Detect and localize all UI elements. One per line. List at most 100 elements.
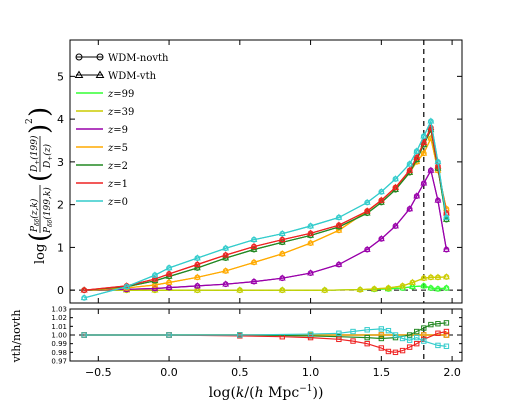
data-point-vth [307,229,315,236]
data-point-vth [356,285,364,293]
y-tick-label: 2 [57,199,64,212]
data-point-vth [165,264,173,271]
data-point-vth [434,162,442,169]
legend-entry-z-1: z=1 [76,179,128,190]
data-point-vth [363,207,371,214]
ratio-data-point [443,328,450,335]
data-point-vth [377,187,385,195]
ratio-data-point [435,330,441,336]
ratio-data-point [336,330,342,336]
ratio-y-tick-label: 1.00 [51,332,67,340]
data-point-vth [151,271,159,278]
data-point-vth [384,284,392,291]
data-point-vth [420,149,428,156]
data-point-vth [151,286,159,293]
data-point-vth [307,222,315,229]
data-point-vth [363,245,371,252]
legend-label-vth: WDM-vth [108,71,157,82]
series-z-5 [80,134,450,294]
ratio-data-point [399,347,406,354]
x-tick-label: 0.0 [160,366,178,379]
ratio-data-point [378,326,385,332]
legend-entry-z-99: z=99 [76,89,134,100]
legend-entry-novth: WDM-novth [75,53,169,64]
series-z-39 [80,273,450,294]
series-line-vth [84,119,447,299]
data-point-vth [427,117,435,124]
ratio-data-point [392,349,399,356]
ratio-y-axis-label: vth/novth [10,310,23,364]
triangle-marker-icon [74,70,84,78]
ratio-data-point [385,348,392,355]
data-point-vth [434,196,442,203]
ratio-data-point [443,343,450,349]
ratio-data-point [443,320,450,326]
ratio-data-point [350,338,356,344]
data-point-vth [278,250,286,257]
data-point-vth [278,286,286,293]
main-y-axis-label: log ( Pδδ(z,k) Pδδ(199,k) ( D+(199) D+(z… [25,107,55,264]
data-point-vth [222,267,230,274]
data-point-vth [165,278,173,285]
data-point-vth [278,235,286,243]
data-point-vth [409,282,416,290]
data-point-vth [193,273,201,280]
data-point-vth [434,158,442,165]
series-line-novth [84,136,447,291]
y-tick-label: 4 [57,113,64,126]
ratio-data-point [166,332,172,338]
legend-label: z=99 [107,89,134,100]
ylabel-growth-numerator: D+(199) [29,135,41,173]
ratio-data-point [435,321,441,327]
data-point-vth [392,222,399,229]
data-point-vth [406,160,414,167]
main-series-group [70,40,462,303]
legend-series-entries: z=99 z=39 z=9 z=5 z=2 z=1 z=0 [76,89,134,208]
data-point-vth [427,273,435,280]
y-tick-label: 1 [57,241,64,254]
data-point-vth [420,179,428,186]
ratio-data-point [364,340,370,347]
data-point-vth [123,282,131,290]
data-point-vth [420,282,428,289]
y-tick-label: 0 [57,284,64,297]
ylabel-numerator: Pδδ(z,k) [29,198,41,233]
y-tick-label: 3 [57,156,64,169]
ratio-data-point [414,328,420,335]
data-point-vth [377,196,385,203]
data-point-vth [80,286,88,293]
ratio-y-tick-label: 1.01 [51,323,67,331]
legend-entry-z-0: z=0 [76,197,128,208]
legend-label: z=39 [107,107,134,118]
svg-text:(: ( [25,172,55,182]
ratio-y-tick-label: 0.99 [51,340,67,348]
ratio-data-point [364,327,370,333]
series-z-1 [80,123,450,294]
legend-label: z=0 [107,197,128,208]
data-point-vth [151,276,159,284]
data-point-vth [335,223,343,230]
ratio-data-point [421,338,427,344]
legend-entry-z-5: z=5 [76,143,128,154]
data-point-vth [151,275,159,282]
legend-label: z=5 [107,143,128,154]
ratio-y-tick-label: 0.97 [51,358,67,366]
series-line-novth [84,168,447,291]
data-point-vth [370,285,378,292]
series-line-vth [84,136,447,291]
data-point-vth [307,269,315,276]
data-point-vth [193,254,201,261]
series-line-vth [84,276,447,291]
data-point-vth [434,273,442,280]
data-point-vth [392,175,399,182]
ratio-data-point [399,335,406,342]
data-point-vth [193,260,201,267]
series-line-vth [84,125,447,291]
data-point-vth [307,239,315,246]
series-line-novth [84,119,447,299]
triangle-marker-icon [95,70,105,78]
y-tick-label: 5 [57,70,64,83]
ylabel-growth-denominator: D+(z) [42,143,54,169]
legend-label-novth: WDM-novth [108,53,169,64]
